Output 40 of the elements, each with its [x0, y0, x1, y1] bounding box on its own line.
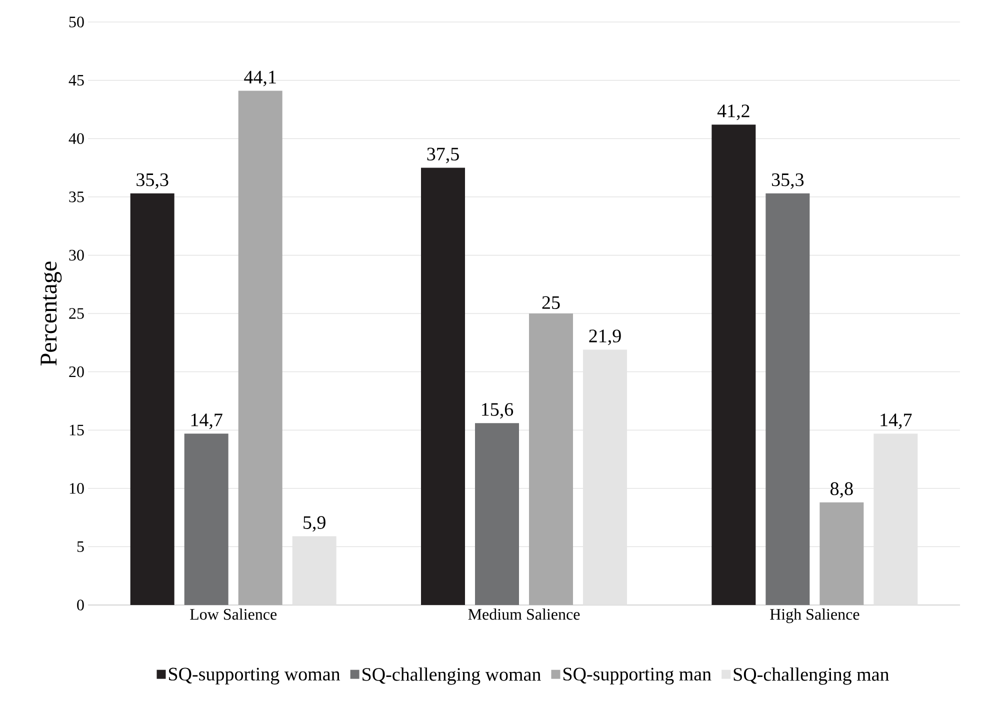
bar — [712, 124, 756, 605]
y-tick-label: 0 — [77, 600, 84, 610]
y-tick-label: 15 — [70, 424, 84, 436]
data-label: 44,1 — [244, 70, 276, 86]
data-label: 14,7 — [191, 414, 222, 430]
x-tick-label: Medium Salience — [468, 608, 580, 620]
y-tick-label: 20 — [69, 366, 84, 378]
y-tick-label: 30 — [69, 250, 84, 261]
legend-label: SQ-supporting man — [563, 668, 712, 684]
data-label: 25 — [542, 296, 560, 309]
y-tick-label: 45 — [68, 74, 84, 86]
bar — [874, 434, 918, 605]
legend-label: SQ-supporting woman — [168, 668, 340, 684]
y-tick-label: 35 — [69, 192, 84, 202]
data-label: 37,5 — [427, 148, 459, 164]
data-label: 14,7 — [880, 414, 912, 430]
bar — [583, 350, 628, 605]
y-tick-label: 50 — [69, 16, 84, 28]
x-tick-label: Low Salience — [190, 608, 277, 620]
y-tick-label: 40 — [68, 133, 84, 144]
y-tick-label: 25 — [69, 308, 84, 319]
data-label: 5,9 — [304, 516, 326, 532]
bar — [766, 193, 810, 605]
data-label: 35,3 — [136, 173, 168, 189]
x-tick-label: High Salience — [770, 608, 860, 624]
data-label: 15,6 — [482, 403, 514, 419]
y-axis-title: Percentage — [40, 262, 62, 366]
data-label: 35,3 — [772, 173, 804, 189]
data-label: 8,8 — [830, 482, 853, 498]
bar — [475, 423, 520, 605]
data-label: 21,9 — [589, 330, 621, 346]
legend-label: SQ-challenging man — [734, 667, 890, 685]
y-tick-label: 5 — [77, 541, 84, 552]
bar — [130, 193, 174, 605]
legend-label: SQ-challenging woman — [362, 667, 541, 685]
y-tick-label: 10 — [70, 483, 84, 494]
bar — [184, 434, 228, 605]
bar — [292, 536, 336, 605]
data-label: 41,2 — [717, 104, 750, 120]
bar — [421, 168, 466, 605]
